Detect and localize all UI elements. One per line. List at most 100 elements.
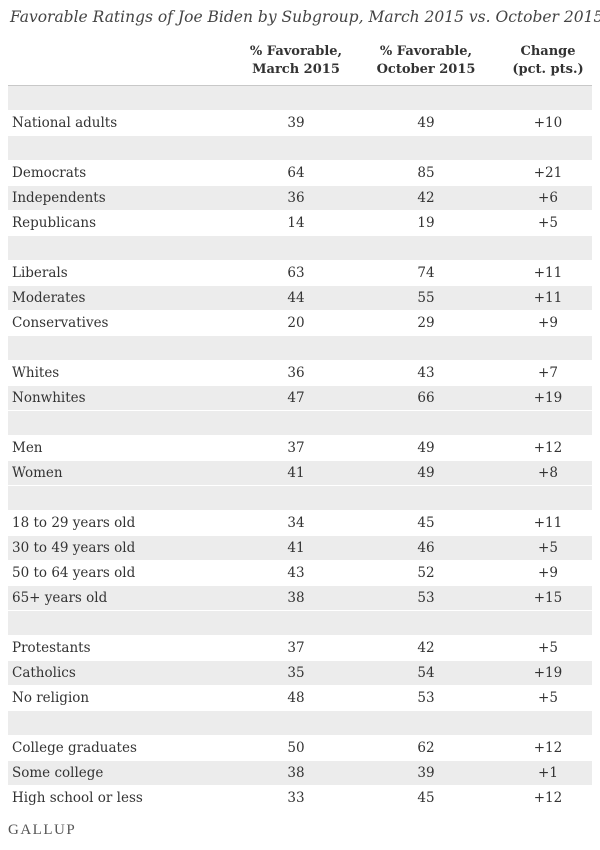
march-value: 14	[287, 215, 305, 231]
march-value: 43	[287, 565, 305, 581]
group-spacer	[8, 336, 592, 361]
change-value: +9	[538, 565, 558, 581]
change-value: +10	[533, 115, 563, 131]
table-row: High school or less 33 45 +12	[8, 786, 592, 811]
march-value: 35	[287, 665, 305, 681]
change-value: +5	[538, 540, 558, 556]
march-value: 44	[287, 290, 305, 306]
table-row: Protestants 37 42 +5	[8, 636, 592, 661]
october-value: 49	[417, 440, 435, 456]
change-value: +12	[533, 440, 563, 456]
row-label: Whites	[12, 365, 60, 381]
row-label: 50 to 64 years old	[12, 565, 136, 581]
table-row: Republicans 14 19 +5	[8, 211, 592, 236]
october-value: 39	[417, 765, 435, 781]
october-value: 42	[417, 640, 435, 656]
row-label: Protestants	[12, 640, 91, 656]
row-label: 30 to 49 years old	[12, 540, 136, 556]
row-label: Nonwhites	[12, 390, 86, 406]
change-value: +8	[538, 465, 558, 481]
march-value: 50	[287, 740, 305, 756]
row-label: High school or less	[12, 790, 143, 806]
row-label: College graduates	[12, 740, 137, 756]
table-row: 65+ years old 38 53 +15	[8, 586, 592, 611]
october-value: 45	[417, 515, 435, 531]
october-value: 74	[417, 265, 435, 281]
march-value: 20	[287, 315, 305, 331]
october-value: 66	[417, 390, 435, 406]
chart-title: Favorable Ratings of Joe Biden by Subgro…	[10, 8, 600, 26]
header-change: Change (pct. pts.)	[512, 44, 584, 77]
change-value: +12	[533, 740, 563, 756]
table-row: Nonwhites 47 66 +19	[8, 386, 592, 411]
march-value: 36	[287, 365, 305, 381]
change-value: +5	[538, 640, 558, 656]
change-value: +11	[533, 290, 563, 306]
group-spacer	[8, 86, 592, 111]
header-october: % Favorable, October 2015	[376, 44, 476, 77]
table-body: National adults 39 49 +10 Democrats 64 85 +21 In…	[8, 86, 592, 811]
row-label: Moderates	[12, 290, 86, 306]
march-value: 38	[287, 590, 305, 606]
march-value: 64	[287, 165, 305, 181]
table-row: 30 to 49 years old 41 46 +5	[8, 536, 592, 561]
table-row: College graduates 50 62 +12	[8, 736, 592, 761]
row-label: Democrats	[12, 165, 87, 181]
change-value: +5	[538, 690, 558, 706]
group-spacer	[8, 486, 592, 511]
group-spacer	[8, 711, 592, 736]
group-spacer	[8, 411, 592, 436]
change-value: +15	[533, 590, 563, 606]
march-value: 38	[287, 765, 305, 781]
march-value: 41	[287, 465, 305, 481]
october-value: 52	[417, 565, 435, 581]
header-march: % Favorable, March 2015	[249, 44, 343, 77]
table-header: % Favorable, March 2015 % Favorable, Oct…	[0, 43, 600, 83]
header-divider	[8, 85, 592, 86]
table-row: National adults 39 49 +10	[8, 111, 592, 136]
table-row: Whites 36 43 +7	[8, 361, 592, 386]
october-value: 43	[417, 365, 435, 381]
october-value: 49	[417, 465, 435, 481]
row-label: Independents	[12, 190, 106, 206]
october-value: 46	[417, 540, 435, 556]
table-row: Some college 38 39 +1	[8, 761, 592, 786]
table-row: No religion 48 53 +5	[8, 686, 592, 711]
march-value: 33	[287, 790, 305, 806]
october-value: 29	[417, 315, 435, 331]
table-row: Conservatives 20 29 +9	[8, 311, 592, 336]
march-value: 37	[287, 640, 305, 656]
row-label: Men	[12, 440, 43, 456]
table-row: 50 to 64 years old 43 52 +9	[8, 561, 592, 586]
gallup-logo: GALLUP	[8, 822, 77, 838]
change-value: +1	[538, 765, 558, 781]
march-value: 39	[287, 115, 305, 131]
october-value: 19	[417, 215, 435, 231]
table-row: Men 37 49 +12	[8, 436, 592, 461]
table-row: 18 to 29 years old 34 45 +11	[8, 511, 592, 536]
change-value: +5	[538, 215, 558, 231]
row-label: Republicans	[12, 215, 96, 231]
group-spacer	[8, 136, 592, 161]
row-label: Catholics	[12, 665, 76, 681]
march-value: 36	[287, 190, 305, 206]
october-value: 54	[417, 665, 435, 681]
change-value: +9	[538, 315, 558, 331]
october-value: 45	[417, 790, 435, 806]
group-spacer	[8, 611, 592, 636]
october-value: 62	[417, 740, 435, 756]
change-value: +7	[538, 365, 558, 381]
october-value: 53	[417, 590, 435, 606]
change-value: +11	[533, 265, 563, 281]
march-value: 48	[287, 690, 305, 706]
row-label: 65+ years old	[12, 590, 108, 606]
row-label: Liberals	[12, 265, 68, 281]
change-value: +21	[533, 165, 563, 181]
table-row: Liberals 63 74 +11	[8, 261, 592, 286]
table-row: Moderates 44 55 +11	[8, 286, 592, 311]
october-value: 85	[417, 165, 435, 181]
change-value: +19	[533, 665, 563, 681]
group-spacer	[8, 236, 592, 261]
row-label: Women	[12, 465, 63, 481]
change-value: +11	[533, 515, 563, 531]
